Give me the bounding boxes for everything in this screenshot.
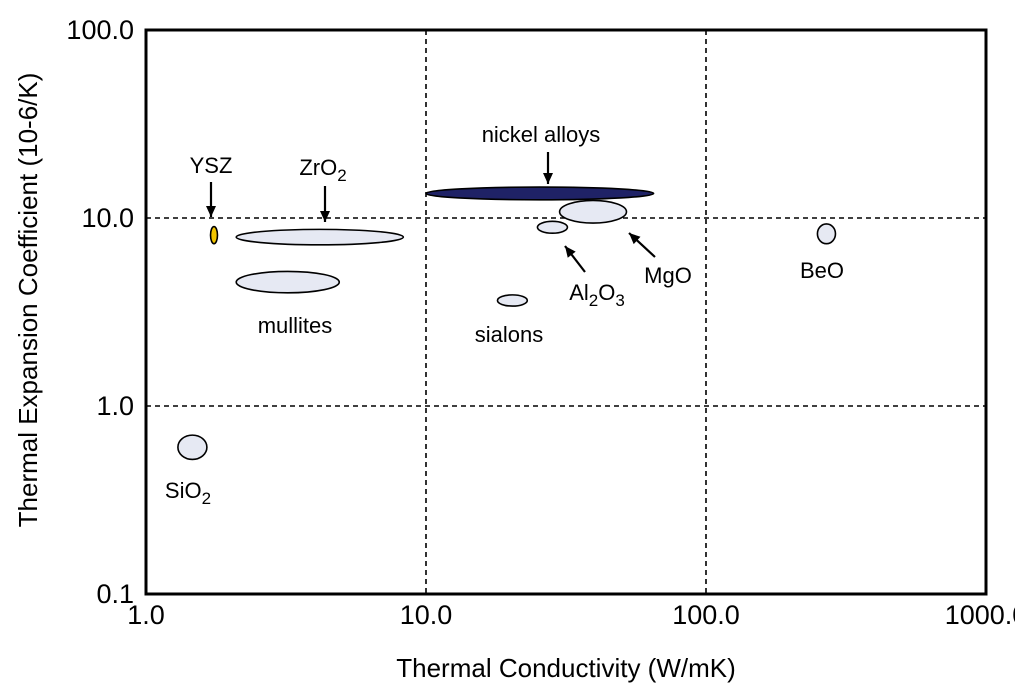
label-nickel-alloys: nickel alloys [482,122,601,147]
region-zro2 [235,228,405,246]
x-tick-label: 10.0 [400,600,453,630]
arrowhead-mgo [629,233,641,245]
arrowhead-ysz [206,206,216,217]
y-tick-label: 10.0 [81,203,134,233]
label-mullites: mullites [258,313,333,338]
x-tick-label: 100.0 [672,600,740,630]
region-al2o3 [536,220,569,235]
y-tick-label: 1.0 [96,391,134,421]
material-regions [177,186,837,461]
label-sio2: SiO2 [165,478,211,508]
x-axis-title: Thermal Conductivity (W/mK) [396,653,736,683]
material-labels: YSZ ZrO2 mullites nickel alloys Al2O3 MgO sial… [165,122,844,508]
x-tick-label: 1000.0 [945,600,1015,630]
x-tick-label: 1.0 [127,600,165,630]
y-axis-title: Thermal Expansion Coefficient (10-6/K) [13,73,43,528]
region-ysz [209,225,219,245]
region-sio2 [177,434,208,461]
label-sialons: sialons [475,322,543,347]
plot-frame [144,28,988,596]
label-mgo: MgO [644,263,692,288]
label-zro2: ZrO2 [299,155,346,185]
region-beo [816,223,837,245]
label-ysz: YSZ [190,153,233,178]
annotation-arrows [206,152,656,273]
region-sialons [496,294,529,307]
arrowhead-al2o3 [565,246,576,258]
y-tick-label: 0.1 [96,579,134,609]
y-tick-label: 100.0 [66,15,134,45]
label-al2o3: Al2O3 [569,280,625,310]
region-mullites [235,270,341,294]
region-mgo [558,199,628,224]
label-beo: BeO [800,258,844,283]
arrowhead-nickel-alloys [543,173,553,184]
grid-lines [146,30,986,594]
arrowhead-zro2 [320,211,330,222]
region-nickel-alloys [425,186,655,201]
